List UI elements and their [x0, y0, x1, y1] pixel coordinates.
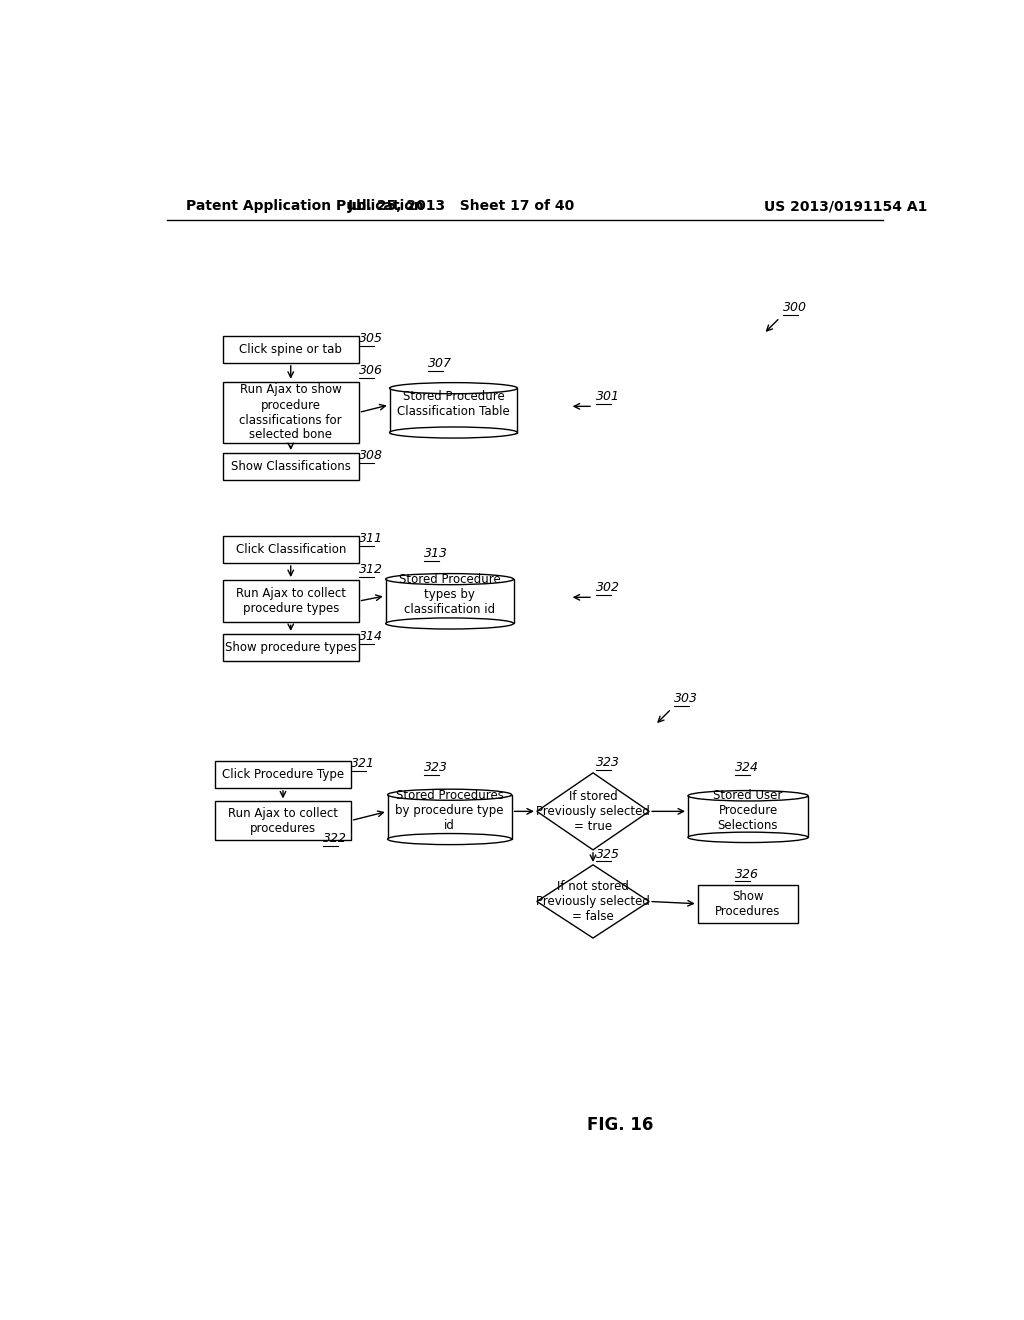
Text: Jul. 25, 2013   Sheet 17 of 40: Jul. 25, 2013 Sheet 17 of 40 — [347, 199, 574, 213]
Text: Show
Procedures: Show Procedures — [716, 890, 780, 917]
Text: 323: 323 — [424, 762, 449, 775]
Text: 314: 314 — [359, 630, 383, 643]
Text: Show Classifications: Show Classifications — [230, 459, 350, 473]
Text: US 2013/0191154 A1: US 2013/0191154 A1 — [764, 199, 927, 213]
Text: Click Classification: Click Classification — [236, 543, 346, 556]
Text: 305: 305 — [359, 331, 383, 345]
Ellipse shape — [388, 789, 512, 800]
Bar — [697, 884, 799, 923]
Text: Run Ajax to collect
procedure types: Run Ajax to collect procedure types — [236, 587, 346, 615]
Bar — [223, 381, 358, 444]
Bar — [388, 795, 512, 840]
Ellipse shape — [389, 383, 517, 393]
Text: Stored Procedure
types by
classification id: Stored Procedure types by classification… — [398, 573, 501, 616]
Text: 325: 325 — [596, 847, 621, 861]
Bar — [223, 634, 358, 661]
Text: Click Procedure Type: Click Procedure Type — [222, 768, 344, 781]
Ellipse shape — [386, 574, 514, 585]
Text: 303: 303 — [675, 692, 698, 705]
Bar — [215, 760, 351, 788]
Ellipse shape — [389, 426, 517, 438]
Text: 311: 311 — [359, 532, 383, 545]
Text: FIG. 16: FIG. 16 — [587, 1115, 653, 1134]
Polygon shape — [537, 774, 649, 850]
Bar — [688, 796, 808, 837]
Text: 308: 308 — [359, 449, 383, 462]
Text: Stored Procedures
by procedure type
id: Stored Procedures by procedure type id — [395, 789, 504, 832]
Ellipse shape — [688, 832, 808, 842]
Text: If not stored
Previously selected
= false: If not stored Previously selected = fals… — [536, 880, 650, 923]
Text: Stored Procedure
Classification Table: Stored Procedure Classification Table — [397, 389, 510, 417]
Text: 307: 307 — [428, 358, 452, 370]
Bar — [223, 536, 358, 564]
Text: Patent Application Publication: Patent Application Publication — [186, 199, 424, 213]
Text: 321: 321 — [351, 756, 375, 770]
Text: Show procedure types: Show procedure types — [225, 640, 356, 653]
Text: 306: 306 — [359, 364, 383, 378]
Text: 302: 302 — [596, 581, 621, 594]
Text: Run Ajax to collect
procedures: Run Ajax to collect procedures — [228, 807, 338, 834]
Bar — [389, 388, 517, 433]
Ellipse shape — [386, 618, 514, 630]
Ellipse shape — [388, 833, 512, 845]
Text: Stored User
Procedure
Selections: Stored User Procedure Selections — [714, 789, 782, 832]
Bar — [386, 579, 514, 623]
Text: Click spine or tab: Click spine or tab — [240, 343, 342, 356]
Text: 323: 323 — [596, 756, 621, 770]
Text: 313: 313 — [424, 548, 449, 561]
Text: 322: 322 — [324, 832, 347, 845]
Text: 312: 312 — [359, 562, 383, 576]
Text: 326: 326 — [735, 867, 759, 880]
Text: If stored
Previously selected
= true: If stored Previously selected = true — [536, 789, 650, 833]
Bar — [223, 579, 358, 622]
Bar — [223, 335, 358, 363]
Text: 300: 300 — [783, 301, 807, 314]
Text: 301: 301 — [596, 391, 621, 404]
Bar — [223, 453, 358, 480]
Bar — [215, 801, 351, 840]
Ellipse shape — [688, 791, 808, 801]
Text: 324: 324 — [735, 762, 759, 775]
Text: Run Ajax to show
procedure
classifications for
selected bone: Run Ajax to show procedure classificatio… — [240, 384, 342, 441]
Polygon shape — [537, 865, 649, 939]
